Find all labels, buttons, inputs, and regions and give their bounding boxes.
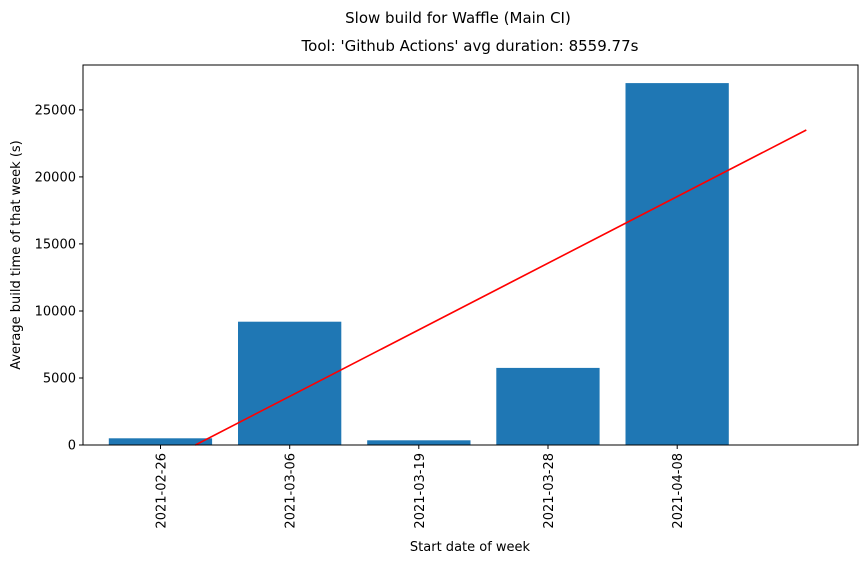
x-axis-label: Start date of week: [410, 540, 531, 555]
trend-group: [195, 129, 807, 446]
chart-suptitle: Slow build for Waffle (Main CI): [345, 9, 571, 27]
x-tick-label: 2021-02-26: [155, 453, 170, 529]
bar-2021-03-28: [496, 367, 600, 445]
y-axis-label: Average build time of that week (s): [9, 140, 24, 370]
x-tick-label: 2021-03-19: [413, 453, 428, 529]
x-tick-label: 2021-03-28: [542, 453, 557, 529]
bar-2021-03-06: [238, 321, 342, 445]
y-tick-label: 0: [68, 439, 76, 454]
y-tick-label: 10000: [35, 305, 76, 320]
bar-2021-04-08: [625, 83, 729, 445]
plot-frame: [82, 64, 859, 446]
y-tick-label: 20000: [35, 170, 76, 185]
x-tick-label: 2021-04-08: [671, 453, 686, 529]
x-tick-label: 2021-03-06: [284, 453, 299, 529]
chart-title: Tool: 'Github Actions' avg duration: 855…: [301, 37, 639, 55]
y-tick-label: 5000: [43, 372, 76, 387]
trend-line: [195, 129, 807, 446]
y-tick-label: 15000: [35, 237, 76, 252]
y-axis: 0 5000 10000 15000 20000 25000: [35, 103, 83, 454]
bar-2021-02-26: [108, 438, 213, 445]
x-axis: 2021-02-26 2021-03-06 2021-03-19 2021-03-28…: [155, 445, 686, 529]
y-tick-label: 25000: [35, 103, 76, 118]
bar-2021-03-19: [367, 440, 471, 445]
bars-group: [108, 83, 729, 445]
